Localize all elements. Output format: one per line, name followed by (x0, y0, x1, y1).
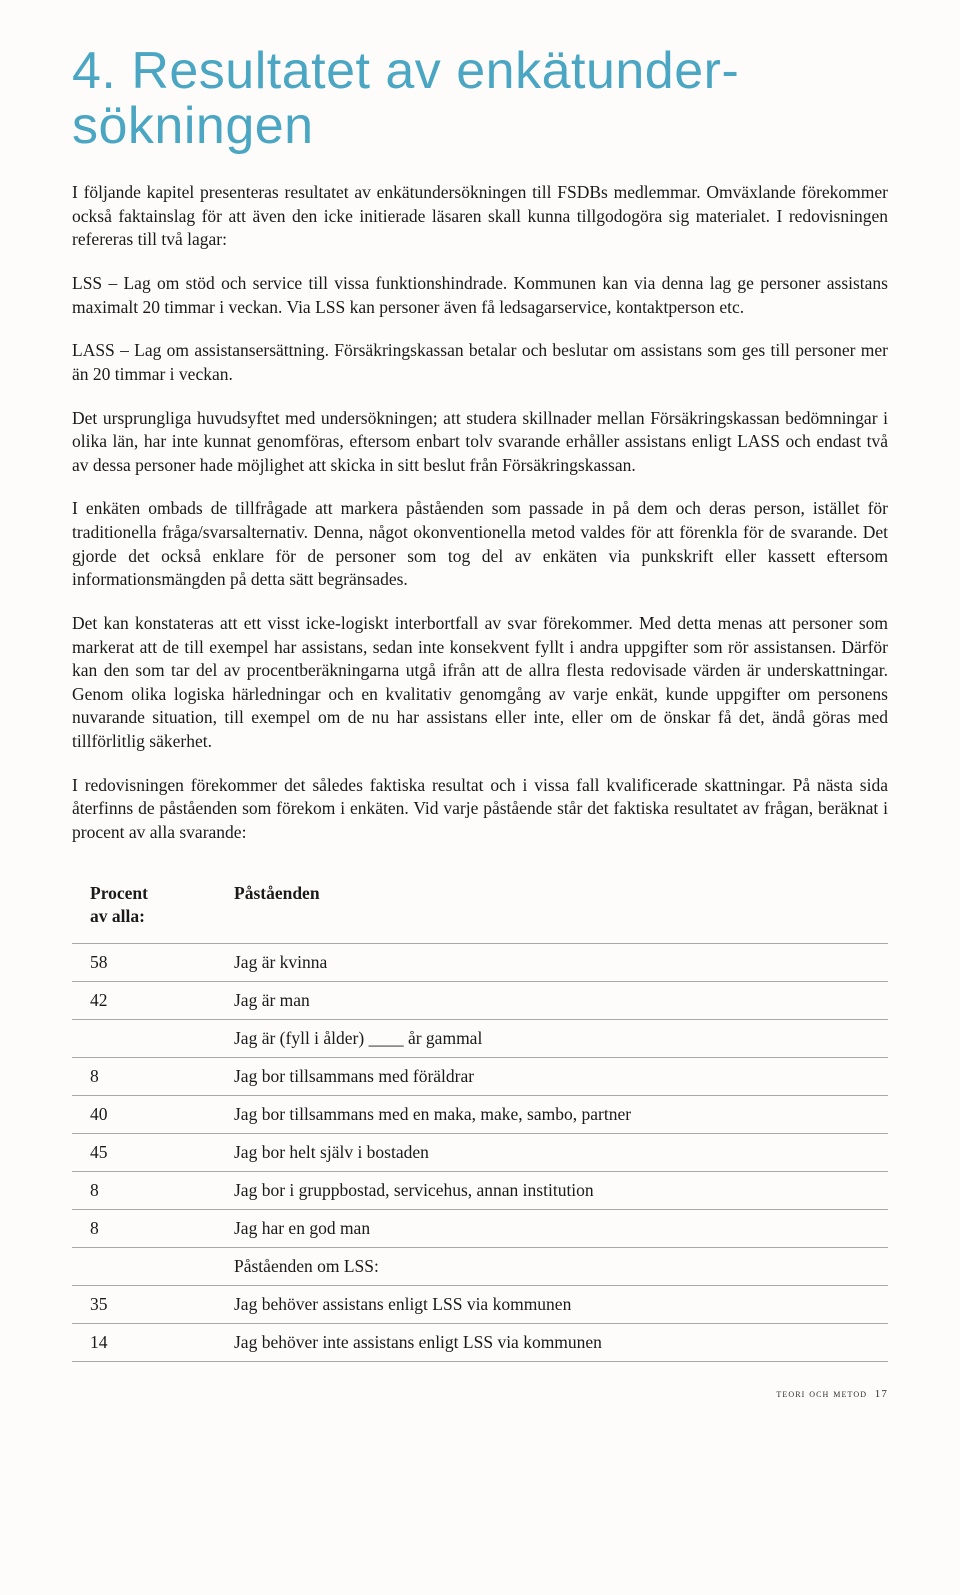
cell-percent: 35 (72, 1285, 228, 1323)
table-row: 40 Jag bor tillsammans med en maka, make… (72, 1095, 888, 1133)
table-body: 58 Jag är kvinna 42 Jag är man Jag är (f… (72, 943, 888, 1361)
table-row: 35 Jag behöver assistans enligt LSS via … (72, 1285, 888, 1323)
cell-statement: Jag bor helt själv i bostaden (228, 1133, 888, 1171)
table-row: Jag är (fyll i ålder) ____ år gammal (72, 1019, 888, 1057)
table-header-statement: Påståenden (228, 869, 888, 944)
footer-section: teori och metod (776, 1388, 867, 1400)
cell-percent: 42 (72, 981, 228, 1019)
cell-statement: Jag bor tillsammans med föräldrar (228, 1057, 888, 1095)
table-header-percent: Procent av alla: (72, 869, 228, 944)
cell-percent: 45 (72, 1133, 228, 1171)
cell-percent: 58 (72, 943, 228, 981)
cell-statement: Jag bor tillsammans med en maka, make, s… (228, 1095, 888, 1133)
table-row: 42 Jag är man (72, 981, 888, 1019)
cell-percent (72, 1247, 228, 1285)
body-paragraph: I enkäten ombads de tillfrågade att mark… (72, 497, 888, 592)
cell-percent: 14 (72, 1323, 228, 1361)
cell-percent: 8 (72, 1209, 228, 1247)
document-page: 4. Resultatet av enkätunder­sökningen I … (0, 0, 960, 1430)
cell-statement: Jag behöver inte assistans enligt LSS vi… (228, 1323, 888, 1361)
cell-percent (72, 1019, 228, 1057)
table-row: 58 Jag är kvinna (72, 943, 888, 981)
page-title: 4. Resultatet av enkätunder­sökningen (72, 44, 888, 153)
cell-statement: Påståenden om LSS: (228, 1247, 888, 1285)
body-paragraph: Det ursprungliga huvudsyftet med undersö… (72, 407, 888, 478)
cell-statement: Jag bor i gruppbostad, servicehus, annan… (228, 1171, 888, 1209)
results-table: Procent av alla: Påståenden 58 Jag är kv… (72, 869, 888, 1362)
body-paragraph: Det kan konstateras att ett visst icke-l… (72, 612, 888, 754)
cell-statement: Jag är (fyll i ålder) ____ år gammal (228, 1019, 888, 1057)
body-paragraph: I redovisningen förekommer det således f… (72, 774, 888, 845)
cell-percent: 8 (72, 1057, 228, 1095)
cell-statement: Jag har en god man (228, 1209, 888, 1247)
table-row: 8 Jag bor tillsammans med föräldrar (72, 1057, 888, 1095)
body-paragraph: I följande kapitel presenteras resultate… (72, 181, 888, 252)
table-header-sublabel: av alla: (90, 906, 218, 927)
footer-page-number: 17 (875, 1388, 888, 1400)
table-row: 8 Jag bor i gruppbostad, servicehus, ann… (72, 1171, 888, 1209)
table-row: Påståenden om LSS: (72, 1247, 888, 1285)
table-header-label: Procent (90, 883, 148, 903)
cell-statement: Jag behöver assistans enligt LSS via kom… (228, 1285, 888, 1323)
table-row: 8 Jag har en god man (72, 1209, 888, 1247)
table-row: 45 Jag bor helt själv i bostaden (72, 1133, 888, 1171)
cell-percent: 8 (72, 1171, 228, 1209)
cell-percent: 40 (72, 1095, 228, 1133)
body-paragraph: LSS – Lag om stöd och service till vissa… (72, 272, 888, 319)
cell-statement: Jag är kvinna (228, 943, 888, 981)
table-row: 14 Jag behöver inte assistans enligt LSS… (72, 1323, 888, 1361)
cell-statement: Jag är man (228, 981, 888, 1019)
page-footer: teori och metod 17 (72, 1388, 888, 1400)
body-paragraph: LASS – Lag om assistansersättning. Försä… (72, 339, 888, 386)
